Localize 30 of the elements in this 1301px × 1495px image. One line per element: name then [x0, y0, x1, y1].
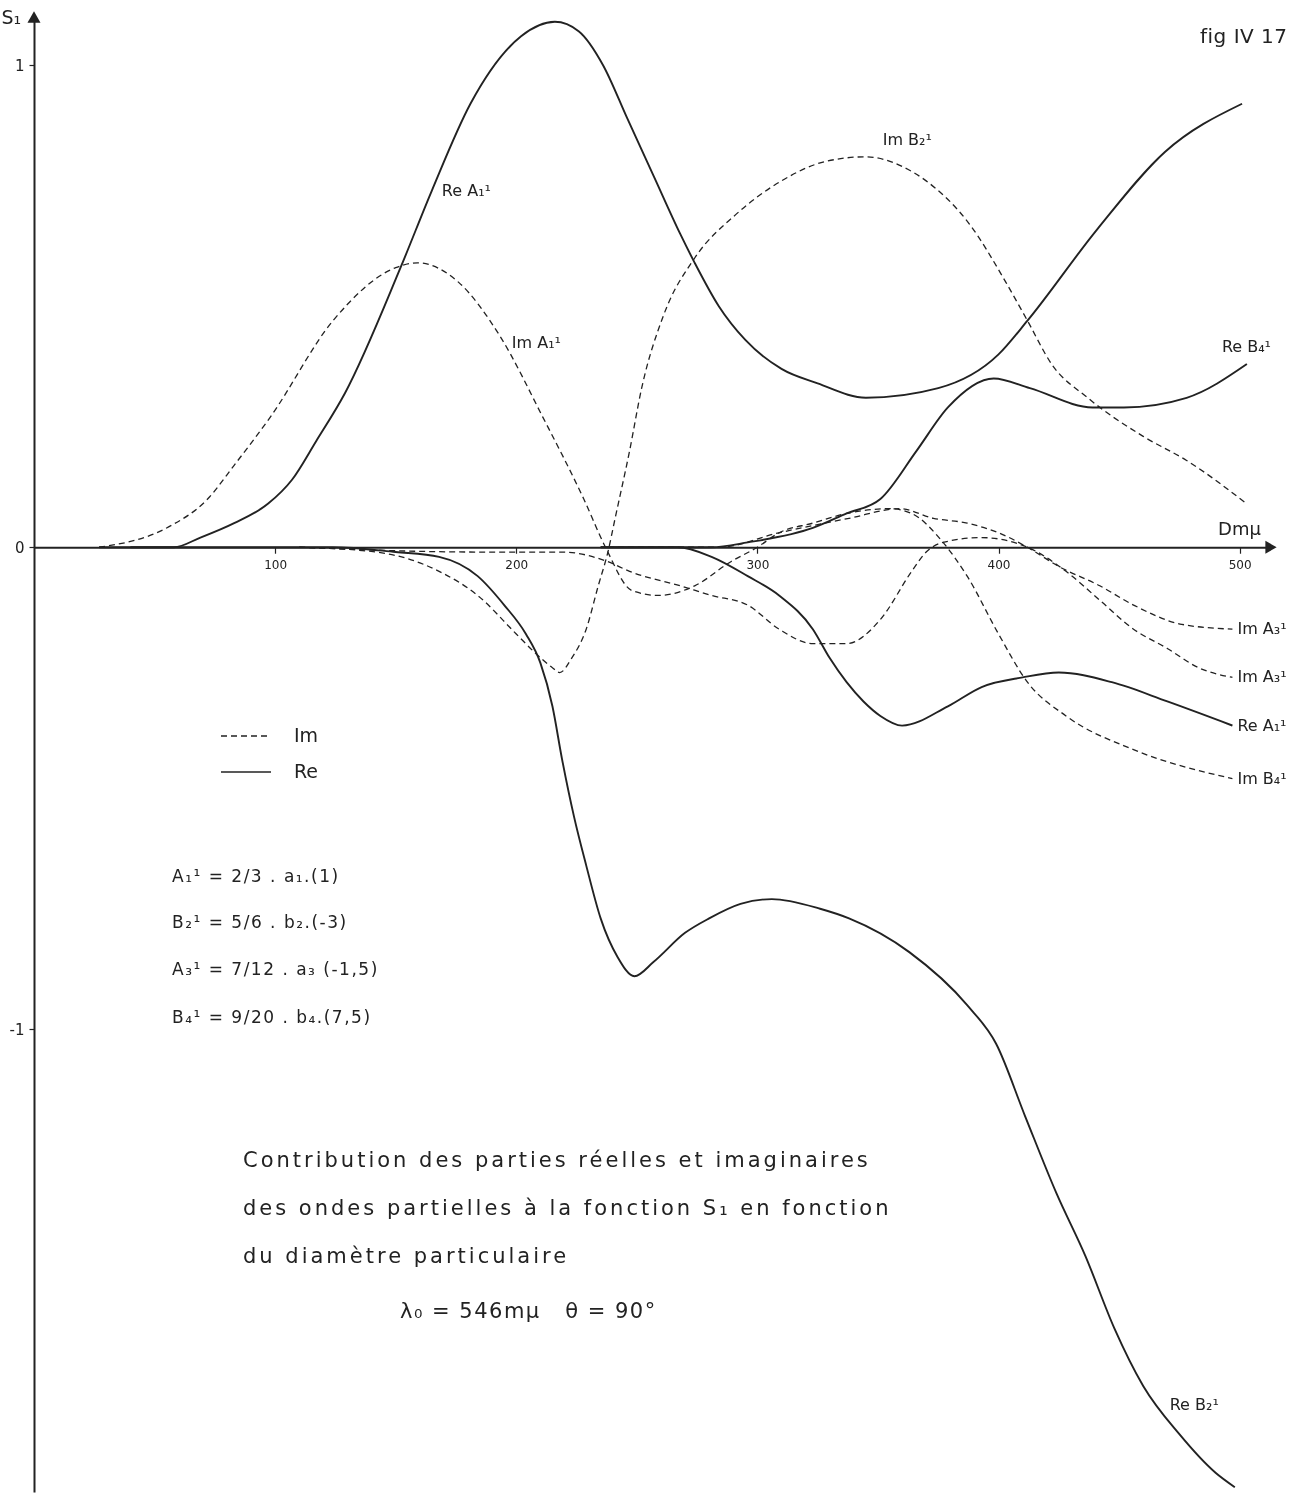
annotation: A₁¹ = 2/3 . a₁.(1): [172, 866, 340, 886]
annotation: Im B₄¹: [1237, 768, 1287, 788]
x-tick-label: 100: [264, 557, 288, 572]
annotation: Re B₄¹: [1221, 337, 1272, 357]
annotation: Contribution des parties réelles et imaginaires: [243, 1148, 871, 1172]
annotation: des ondes partielles à la fonction S₁ en fonction: [243, 1196, 892, 1220]
annotation: Im B₂¹: [882, 130, 932, 150]
annotation: Im A₃¹: [1237, 619, 1287, 639]
x-tick-label: 500: [1228, 557, 1252, 572]
y-tick-label: -1: [9, 1020, 25, 1039]
annotation: Re B₂¹: [1169, 1395, 1219, 1415]
annotation: Im A₁¹: [511, 333, 561, 353]
legend-label: Re: [294, 760, 319, 782]
x-axis-title: Dmμ: [1218, 517, 1262, 539]
x-tick-label: 400: [987, 557, 1011, 572]
y-tick-label: 0: [14, 538, 25, 557]
annotation: B₄¹ = 9/20 . b₄.(7,5): [172, 1007, 372, 1027]
annotation: B₂¹ = 5/6 . b₂.(-3): [172, 912, 348, 932]
annotation: Re A₁¹: [1237, 715, 1287, 735]
annotation: du diamètre particulaire: [243, 1244, 570, 1268]
annotation: fig IV 17: [1200, 24, 1288, 48]
x-tick-label: 300: [746, 557, 770, 572]
annotation: A₃¹ = 7/12 . a₃ (-1,5): [172, 959, 379, 979]
annotation: Re A₁¹: [441, 180, 491, 200]
legend-label: Im: [294, 724, 319, 746]
annotation: λ₀ = 546mμ θ = 90°: [400, 1299, 657, 1323]
x-tick-label: 200: [505, 557, 529, 572]
y-tick-label: 1: [14, 56, 25, 75]
annotation: Im A₃¹: [1237, 667, 1287, 687]
y-axis-title: S₁: [1, 5, 22, 28]
